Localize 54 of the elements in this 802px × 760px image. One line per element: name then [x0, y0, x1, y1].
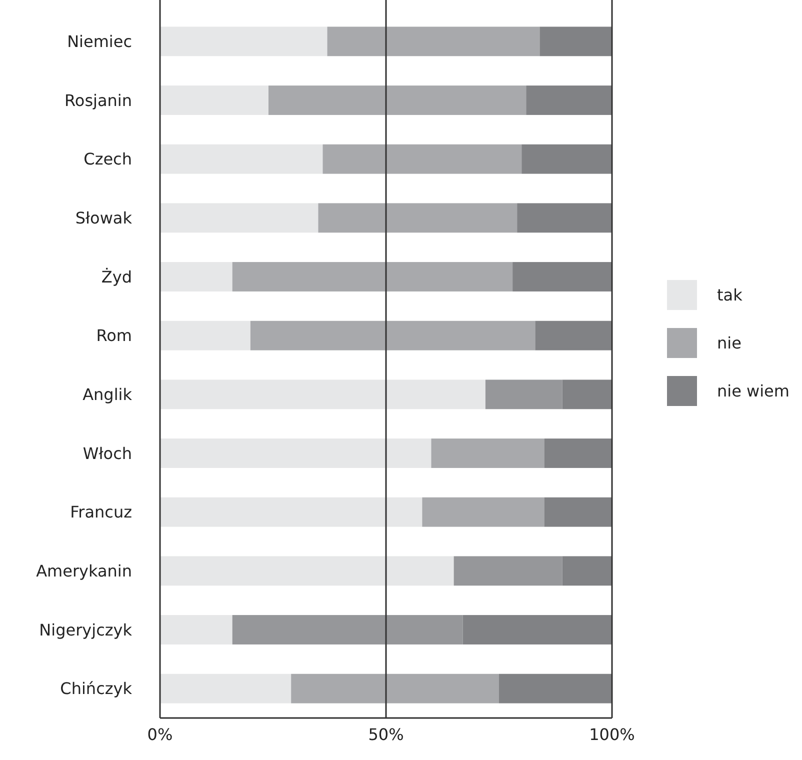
bar [522, 144, 612, 174]
bar [422, 497, 544, 527]
bar [544, 497, 612, 527]
y-tick-label: Rosjanin [64, 90, 132, 110]
bar [318, 203, 518, 233]
bar [327, 26, 540, 56]
bar [291, 674, 499, 704]
bar [517, 203, 612, 233]
bar [160, 86, 268, 115]
y-tick-label: Chińczyk [60, 679, 133, 698]
bar [232, 262, 513, 292]
y-tick-label: Niemiec [67, 32, 132, 52]
bar [160, 26, 328, 56]
x-tick-label: 0% [147, 725, 173, 744]
bar [454, 556, 562, 586]
bar [526, 86, 612, 115]
bar [250, 320, 536, 350]
y-tick-label: Czech [84, 150, 132, 169]
y-tick-label: Francuz [70, 502, 132, 522]
bar [160, 320, 250, 350]
x-tick-label: 100% [589, 725, 635, 744]
bar [462, 615, 612, 644]
bar [562, 380, 612, 410]
legend-label: nie [717, 334, 742, 353]
bar [535, 320, 612, 350]
bar [160, 380, 486, 410]
bar [268, 86, 526, 115]
y-tick-label: Rom [96, 326, 132, 346]
bar [322, 144, 522, 174]
bar [485, 380, 562, 410]
x-tick-label: 50% [368, 725, 404, 744]
y-tick-label: Żyd [101, 267, 132, 286]
bar [160, 556, 454, 586]
bar [232, 615, 463, 644]
bar [562, 556, 612, 586]
bar [499, 674, 612, 704]
bar [160, 674, 292, 704]
bar [160, 615, 232, 644]
bar [160, 203, 318, 233]
bar [160, 262, 232, 292]
bar [512, 262, 612, 292]
bar [160, 497, 422, 527]
bar [160, 144, 323, 174]
bar [544, 438, 612, 468]
y-tick-label: Amerykanin [36, 562, 132, 581]
bar [160, 438, 432, 468]
y-tick-label: Słowak [75, 208, 133, 228]
legend-label: tak [717, 286, 744, 305]
bar [431, 438, 544, 468]
bar [540, 26, 612, 56]
legend-label: nie wiem [717, 382, 790, 401]
y-tick-label: Włoch [82, 444, 132, 463]
y-tick-label: Nigeryjczyk [39, 620, 133, 640]
y-tick-label: Anglik [82, 385, 133, 404]
